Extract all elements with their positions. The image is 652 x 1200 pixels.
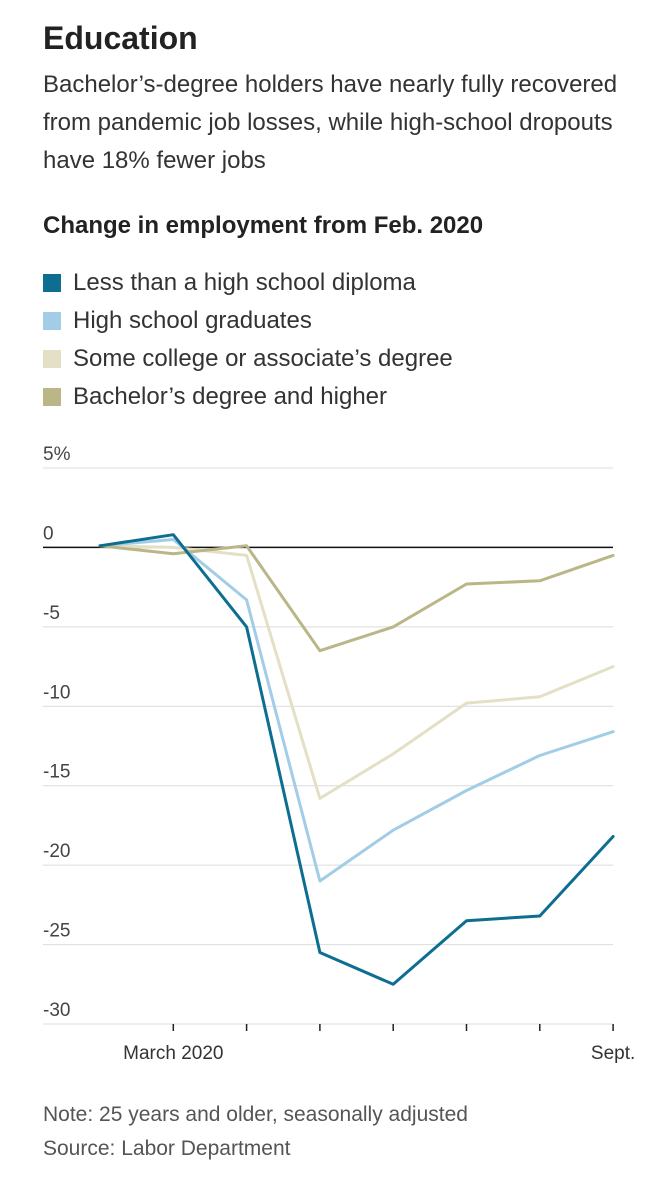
x-tick-label: Sept.: [591, 1043, 635, 1064]
y-tick-label: -15: [43, 762, 70, 783]
legend-item: High school graduates: [43, 302, 453, 340]
y-tick-label: -5: [43, 603, 60, 624]
legend-swatch-less-than-high-school: [43, 274, 61, 292]
y-tick-label: 0: [43, 523, 54, 544]
legend-swatch-some-college: [43, 350, 61, 368]
series-line-1: [98, 538, 615, 883]
y-tick-label: -20: [43, 841, 70, 862]
footer: Note: 25 years and older, seasonally adj…: [43, 1098, 468, 1166]
legend-item: Less than a high school diploma: [43, 264, 453, 302]
line-chart: 5% 0 -5 -10 -15 -20 -25 -30 March 2020 Sept.: [43, 444, 635, 1064]
x-tick-label: March 2020: [123, 1043, 223, 1064]
series-line-3: [98, 544, 615, 653]
legend-label: Bachelor’s degree and higher: [73, 383, 388, 410]
legend-label: Less than a high school diploma: [73, 269, 416, 296]
legend-item: Some college or associate’s degree: [43, 340, 453, 378]
legend-swatch-bachelors: [43, 388, 61, 406]
series-line-0: [98, 533, 615, 986]
chart-subtitle: Bachelor’s-degree holders have nearly fu…: [43, 71, 618, 174]
chart-source: Source: Labor Department: [43, 1137, 291, 1160]
legend-swatch-high-school: [43, 312, 61, 330]
legend: Less than a high school diploma High sch…: [43, 264, 453, 416]
series-line-2: [98, 544, 615, 800]
legend-item: Bachelor’s degree and higher: [43, 378, 453, 416]
y-tick-label: -25: [43, 921, 70, 942]
legend-label: Some college or associate’s degree: [73, 345, 453, 372]
chart-heading: Change in employment from Feb. 2020: [43, 212, 484, 239]
legend-label: High school graduates: [73, 307, 312, 334]
chart-note: Note: 25 years and older, seasonally adj…: [43, 1103, 468, 1126]
chart-title: Education: [43, 20, 198, 56]
y-tick-label: -10: [43, 682, 70, 703]
y-tick-label: -30: [43, 1000, 70, 1021]
y-tick-label: 5%: [43, 444, 71, 465]
